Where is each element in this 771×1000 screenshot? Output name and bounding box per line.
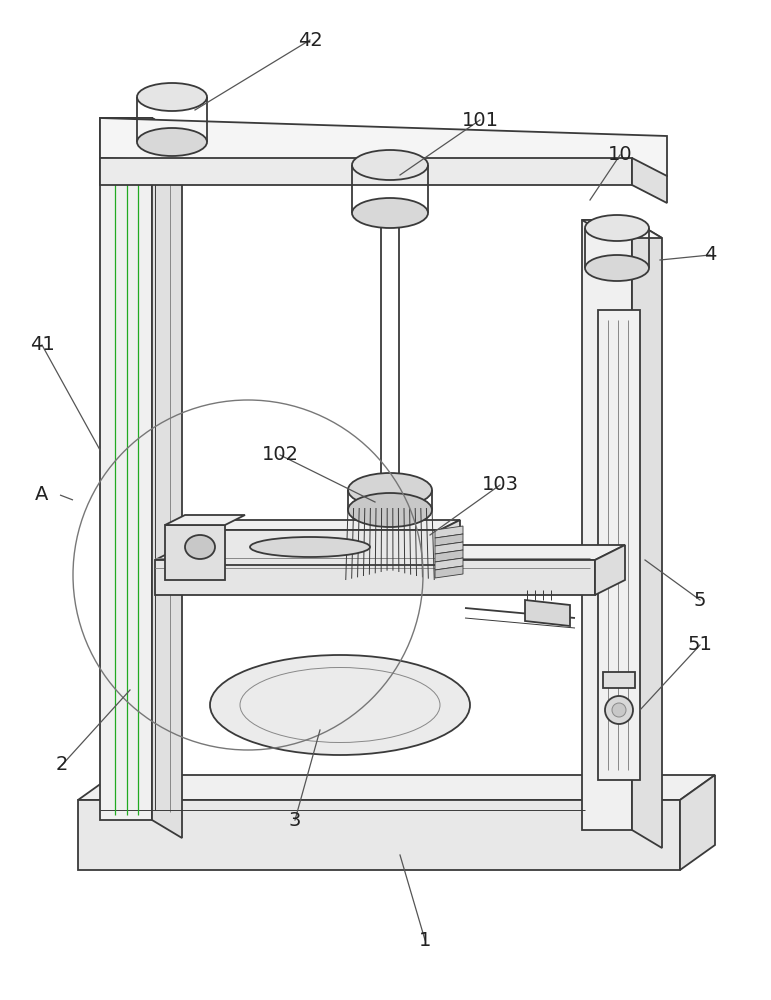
Polygon shape [435,542,463,554]
Ellipse shape [210,655,470,755]
Ellipse shape [352,198,428,228]
Polygon shape [632,220,662,848]
Ellipse shape [137,83,207,111]
Circle shape [605,696,633,724]
Ellipse shape [348,493,432,527]
Ellipse shape [585,255,649,281]
Text: A: A [35,486,49,504]
Polygon shape [582,220,632,830]
Text: 101: 101 [462,110,499,129]
Text: 10: 10 [608,145,632,164]
Polygon shape [100,118,182,136]
Ellipse shape [185,535,215,559]
Ellipse shape [585,215,649,241]
Polygon shape [440,520,460,565]
Polygon shape [595,545,625,595]
Polygon shape [175,520,460,530]
Polygon shape [155,560,595,595]
Ellipse shape [348,473,432,507]
Polygon shape [100,118,667,176]
Polygon shape [165,525,225,580]
Polygon shape [598,310,640,780]
Ellipse shape [137,128,207,156]
Ellipse shape [250,537,370,557]
Polygon shape [435,558,463,570]
Polygon shape [155,545,625,560]
Text: 41: 41 [29,336,55,355]
Polygon shape [175,530,440,565]
Text: 2: 2 [56,756,68,774]
Polygon shape [525,600,570,626]
Polygon shape [78,800,680,870]
Polygon shape [100,118,152,820]
Polygon shape [435,550,463,562]
Text: 5: 5 [694,590,706,609]
Polygon shape [680,775,715,870]
Polygon shape [435,566,463,578]
Text: 1: 1 [419,930,431,950]
Text: 51: 51 [688,636,712,654]
Polygon shape [435,526,463,538]
Text: 4: 4 [704,245,716,264]
Ellipse shape [352,150,428,180]
Text: 102: 102 [261,446,298,464]
Polygon shape [435,534,463,546]
Polygon shape [603,672,635,688]
Polygon shape [152,118,182,838]
Text: 3: 3 [289,810,301,830]
Polygon shape [632,158,667,203]
Polygon shape [582,220,662,238]
Text: 103: 103 [482,476,519,494]
Circle shape [612,703,626,717]
Polygon shape [165,515,245,525]
Polygon shape [78,775,715,800]
Polygon shape [100,158,632,185]
Text: 42: 42 [298,30,322,49]
